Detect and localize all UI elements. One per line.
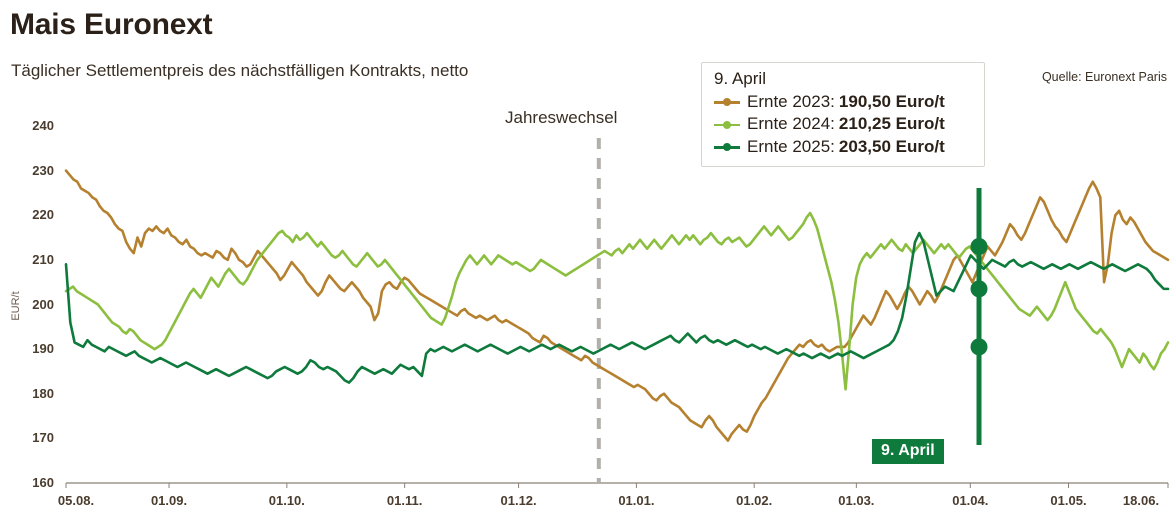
y-axis-tick-label: 190: [32, 341, 54, 357]
series-line: [64, 169, 1170, 442]
series-line: [64, 231, 1170, 384]
legend-rows: Ernte 2023: 190,50 Euro/t Ernte 2024: 210,2…: [714, 91, 974, 158]
x-axis-tick-label: 18.06.: [1122, 493, 1160, 508]
y-axis-tick-label: 230: [32, 162, 54, 178]
legend-title: 9. April: [714, 69, 766, 88]
legend-series-value: 203,50 Euro/t: [838, 136, 945, 156]
marker-date-badge: 9. April: [872, 439, 944, 464]
legend-swatch-icon: [714, 118, 740, 132]
source-note: Quelle: Euronext Paris: [1041, 70, 1167, 84]
legend-item: Ernte 2023: 190,50 Euro/t: [714, 91, 974, 113]
legend-swatch-icon: [714, 140, 740, 154]
x-axis-tick-label: 01.04.: [952, 493, 989, 508]
page-title: Mais Euronext: [10, 8, 213, 41]
legend-item: Ernte 2025: 203,50 Euro/t: [714, 136, 974, 158]
y-axis-tick-label: 170: [32, 430, 54, 446]
legend-series-name: Ernte 2025:: [747, 136, 835, 156]
year-change-label: Jahreswechsel: [505, 108, 618, 127]
marker-point: [970, 280, 988, 298]
x-axis-tick-label: 01.03.: [838, 493, 875, 508]
x-axis-tick-label: 01.01.: [618, 493, 655, 508]
legend: 9. April Ernte 2023: 190,50 Euro/t Ernte 2…: [701, 62, 985, 168]
y-axis-tick-label: 210: [32, 251, 54, 267]
x-axis-tick-label: 05.08.: [57, 493, 95, 508]
x-axis-tick-label: 01.09.: [150, 493, 188, 508]
legend-series-name: Ernte 2023:: [747, 92, 835, 111]
marker-point: [970, 338, 988, 356]
legend-swatch-icon: [714, 95, 740, 109]
x-axis-tick-label: 01.11.: [386, 493, 423, 508]
legend-item: Ernte 2024: 210,25 Euro/t: [714, 113, 974, 135]
x-axis-tick-label: 01.02.: [736, 493, 773, 508]
legend-series-value: 190,50 Euro/t: [838, 92, 945, 111]
legend-series-name: Ernte 2024:: [747, 114, 835, 134]
y-axis-tick-label: 240: [32, 118, 54, 133]
y-axis-tick-label: 160: [32, 475, 54, 490]
y-axis-tick-label: 200: [32, 296, 54, 312]
page-subtitle: Täglicher Settlementpreis des nächstfäll…: [11, 61, 469, 80]
x-axis-tick-label: 01.12.: [500, 493, 537, 508]
y-axis-tick-label: 220: [32, 207, 54, 223]
y-axis-tick-label: 180: [32, 385, 54, 401]
series-line: [64, 211, 1170, 391]
legend-series-value: 210,25 Euro/t: [838, 114, 945, 134]
x-axis-tick-label: 01.05.: [1050, 493, 1087, 508]
marker-point: [970, 237, 988, 255]
x-axis-tick-label: 01.10.: [268, 493, 305, 508]
